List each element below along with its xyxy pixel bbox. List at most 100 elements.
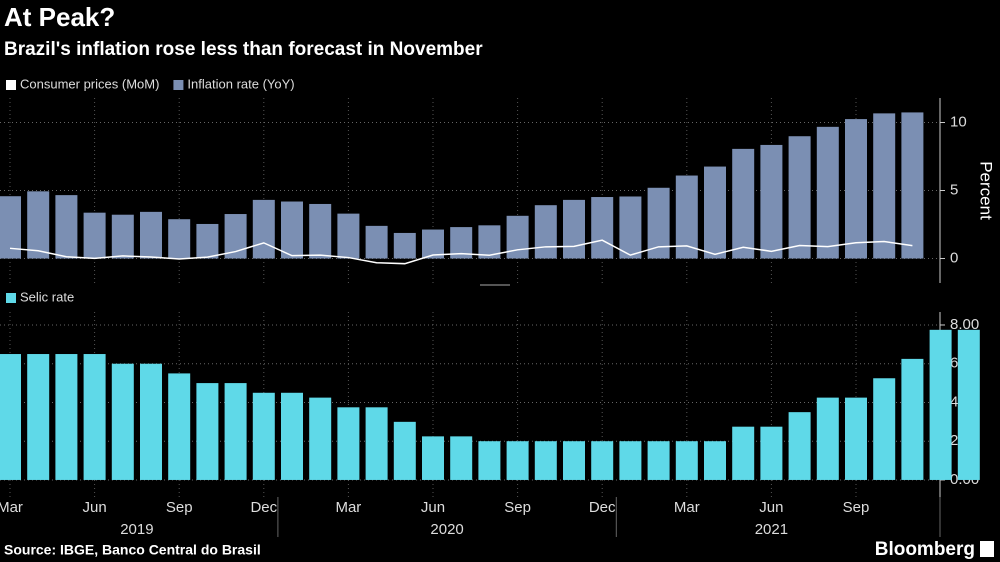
legend-label: Consumer prices (MoM) — [20, 76, 159, 91]
brand: Bloomberg — [875, 539, 975, 560]
legend-label: Inflation rate (YoY) — [187, 76, 294, 91]
bar — [647, 441, 670, 480]
bar — [111, 363, 134, 480]
bar — [140, 363, 162, 480]
x-tick-label: Jun — [83, 499, 107, 516]
x-tick-label: Mar — [335, 499, 361, 516]
bar — [55, 195, 78, 259]
bar — [55, 354, 78, 480]
bar — [140, 211, 162, 259]
bar — [816, 397, 839, 480]
bar — [252, 392, 275, 480]
legend-label: Selic rate — [20, 289, 74, 304]
bar — [337, 407, 360, 480]
legend-swatch — [6, 293, 16, 303]
bar — [168, 219, 191, 259]
line — [9, 239, 913, 265]
bar — [845, 119, 867, 259]
x-tick-label: Mar — [674, 499, 700, 516]
bar — [196, 223, 219, 259]
bar — [27, 191, 50, 259]
bar — [506, 441, 529, 480]
bar — [83, 212, 106, 259]
bar — [957, 329, 980, 480]
bar — [27, 354, 50, 480]
bar — [365, 407, 388, 480]
bar — [393, 232, 416, 259]
y-axis-label: Percent — [977, 161, 996, 220]
legend-swatch — [173, 80, 184, 90]
x-tick-label: Jun — [421, 499, 445, 516]
bar — [760, 426, 783, 480]
bar — [450, 227, 473, 259]
bar — [0, 196, 21, 259]
bar — [168, 373, 191, 480]
bar — [675, 441, 698, 480]
legend-swatch — [6, 80, 16, 90]
bar — [196, 383, 219, 480]
bar — [309, 203, 332, 259]
bar — [393, 421, 416, 480]
bar — [675, 175, 698, 259]
bar — [422, 229, 444, 259]
bar — [619, 441, 642, 480]
bar — [873, 113, 896, 259]
bar — [816, 126, 839, 259]
year-label: 2021 — [755, 521, 788, 538]
y-tick-label: 5 — [950, 181, 958, 198]
bar — [929, 329, 952, 480]
bar — [591, 441, 614, 480]
bar — [591, 197, 614, 259]
bar — [281, 201, 303, 259]
y-tick-label: 8.00 — [950, 316, 979, 333]
y-tick-label: 0 — [950, 249, 958, 266]
x-tick-label: Dec — [250, 499, 277, 516]
x-tick-label: Mar — [0, 499, 23, 516]
x-tick-label: Sep — [504, 499, 531, 516]
year-label: 2020 — [430, 521, 463, 538]
bar — [845, 397, 867, 480]
bar — [252, 199, 275, 259]
bar — [788, 136, 811, 259]
bar — [901, 112, 924, 259]
bar — [281, 392, 303, 480]
subtitle: Brazil's inflation rose less than foreca… — [4, 39, 483, 60]
bar — [704, 166, 726, 259]
bar — [422, 436, 444, 480]
bar — [563, 199, 585, 259]
bar — [534, 441, 557, 480]
bar — [732, 148, 755, 259]
bar — [478, 225, 501, 259]
bar — [619, 196, 642, 259]
bar — [901, 358, 924, 480]
bar — [111, 214, 134, 259]
bar — [478, 441, 501, 480]
bar — [83, 354, 106, 480]
year-label: 2019 — [120, 521, 153, 538]
bar — [534, 205, 557, 259]
x-tick-label: Sep — [166, 499, 193, 516]
bar — [450, 436, 473, 480]
bar — [788, 412, 811, 480]
x-tick-label: Sep — [843, 499, 870, 516]
brand-icon — [980, 541, 994, 557]
bar — [337, 213, 360, 259]
bar — [732, 426, 755, 480]
bar — [365, 225, 388, 259]
title: At Peak? — [4, 2, 115, 32]
bar — [224, 214, 247, 259]
bar — [506, 215, 529, 259]
source: Source: IBGE, Banco Central do Brasil — [4, 542, 261, 558]
bar — [647, 187, 670, 259]
bar — [704, 441, 726, 480]
bar — [224, 383, 247, 480]
x-tick-label: Dec — [589, 499, 616, 516]
bar — [563, 441, 585, 480]
bar — [760, 144, 783, 259]
x-tick-label: Jun — [759, 499, 783, 516]
bar — [873, 378, 896, 480]
bar — [309, 397, 332, 480]
bar — [0, 354, 21, 480]
